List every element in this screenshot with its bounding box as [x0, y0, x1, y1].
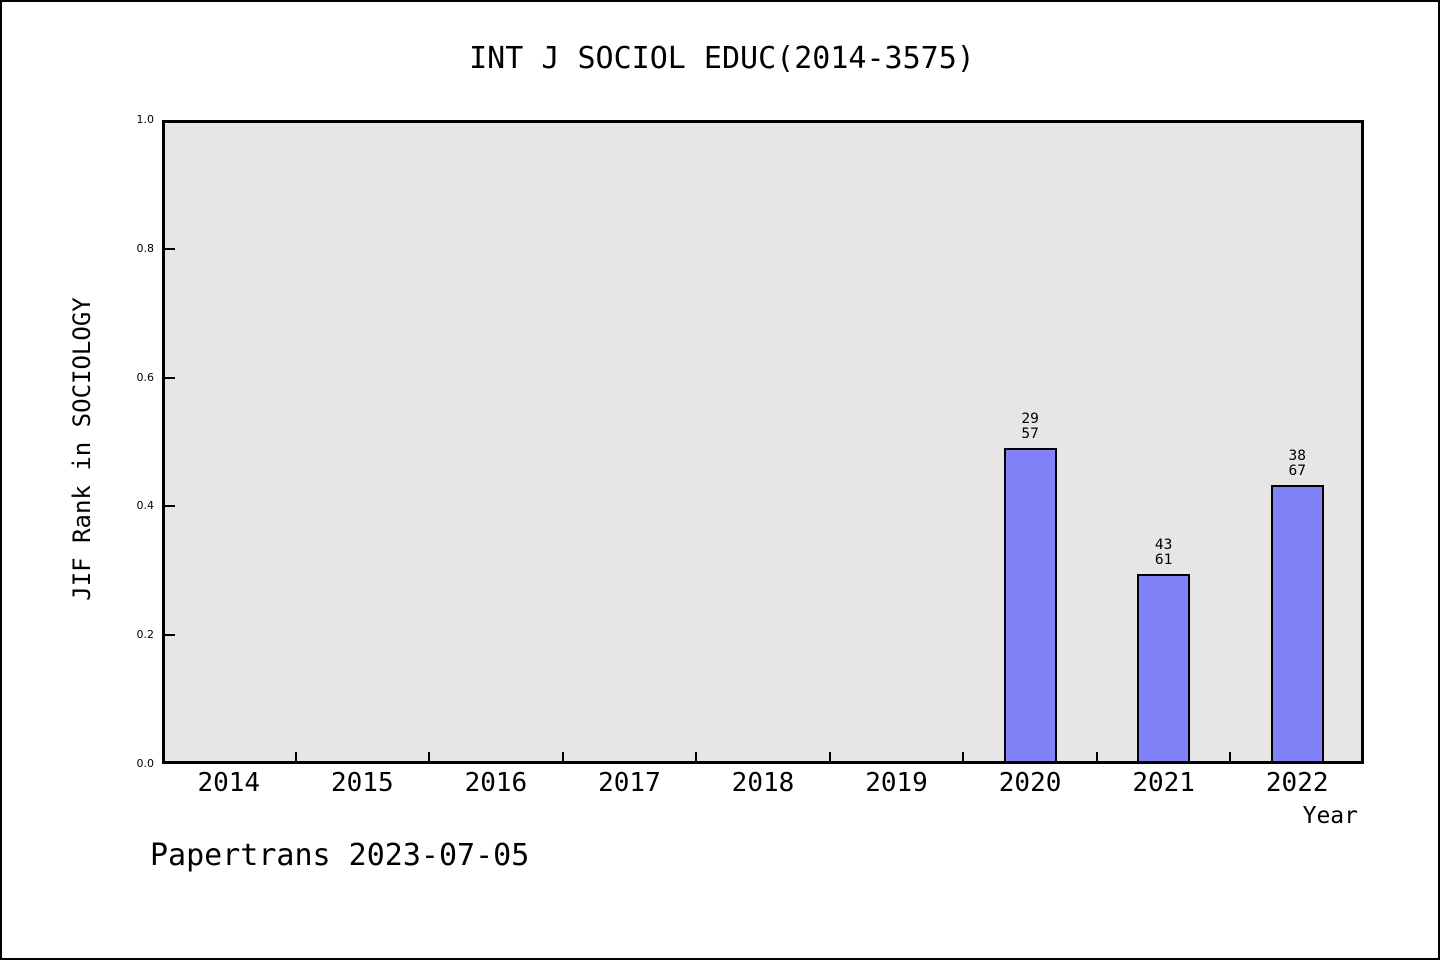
x-tick-label-2021: 2021: [1132, 768, 1195, 798]
x-tick-label-2022: 2022: [1265, 768, 1329, 798]
bar-rank-value: 29: [1021, 410, 1039, 427]
x-tick-label-2017: 2017: [598, 768, 661, 798]
bar-2022: [1270, 485, 1324, 761]
y-tick-label-0.8: 0.8: [136, 241, 155, 255]
y-axis-tick: [165, 505, 175, 508]
x-tick-label-2020: 2020: [998, 768, 1062, 798]
x-axis-tick: [962, 752, 965, 761]
x-axis-tick: [294, 752, 297, 761]
bar-total-value: 61: [1154, 552, 1173, 569]
bar-2020: [1003, 447, 1057, 761]
x-axis-tick: [561, 752, 564, 761]
bar-rank-value: 38: [1288, 448, 1306, 465]
x-tick-label-2019: 2019: [865, 768, 928, 798]
x-tick-label-2015: 2015: [331, 768, 394, 798]
x-axis-tick: [428, 752, 431, 761]
x-axis-label: Year: [1302, 803, 1358, 829]
y-tick-label-0.6: 0.6: [136, 370, 155, 384]
bar-label-2021: 43 61: [1119, 538, 1209, 568]
footer-text: Papertrans 2023-07-05: [150, 838, 530, 873]
x-axis-tick: [1095, 752, 1098, 761]
x-axis-tick: [1229, 752, 1232, 761]
bar-rank-value: 43: [1154, 537, 1173, 554]
y-tick-label-0.2: 0.2: [136, 628, 155, 642]
x-axis-tick: [828, 752, 831, 761]
bar-label-2022: 38 67: [1252, 449, 1342, 479]
bar-label-2020: 29 57: [985, 410, 1075, 442]
y-tick-label-1.0: 1.0: [136, 113, 155, 126]
y-tick-label-0.4: 0.4: [136, 499, 155, 513]
bar-total-value: 67: [1288, 463, 1306, 480]
chart-title: INT J SOCIOL EDUC(2014-3575): [469, 41, 975, 76]
bar-2021: [1137, 574, 1191, 761]
x-tick-label-2016: 2016: [464, 768, 528, 798]
y-axis-label: JIF Rank in SOCIOLOGY: [68, 297, 96, 601]
x-axis-tick: [695, 752, 698, 761]
x-tick-label-2014: 2014: [197, 768, 261, 798]
y-axis-tick: [165, 634, 175, 637]
y-tick-label-0.0: 0.0: [136, 757, 155, 770]
y-axis-tick: [165, 247, 175, 250]
bar-total-value: 57: [1021, 425, 1039, 442]
x-tick-label-2018: 2018: [731, 768, 795, 798]
y-axis-tick: [165, 376, 175, 379]
